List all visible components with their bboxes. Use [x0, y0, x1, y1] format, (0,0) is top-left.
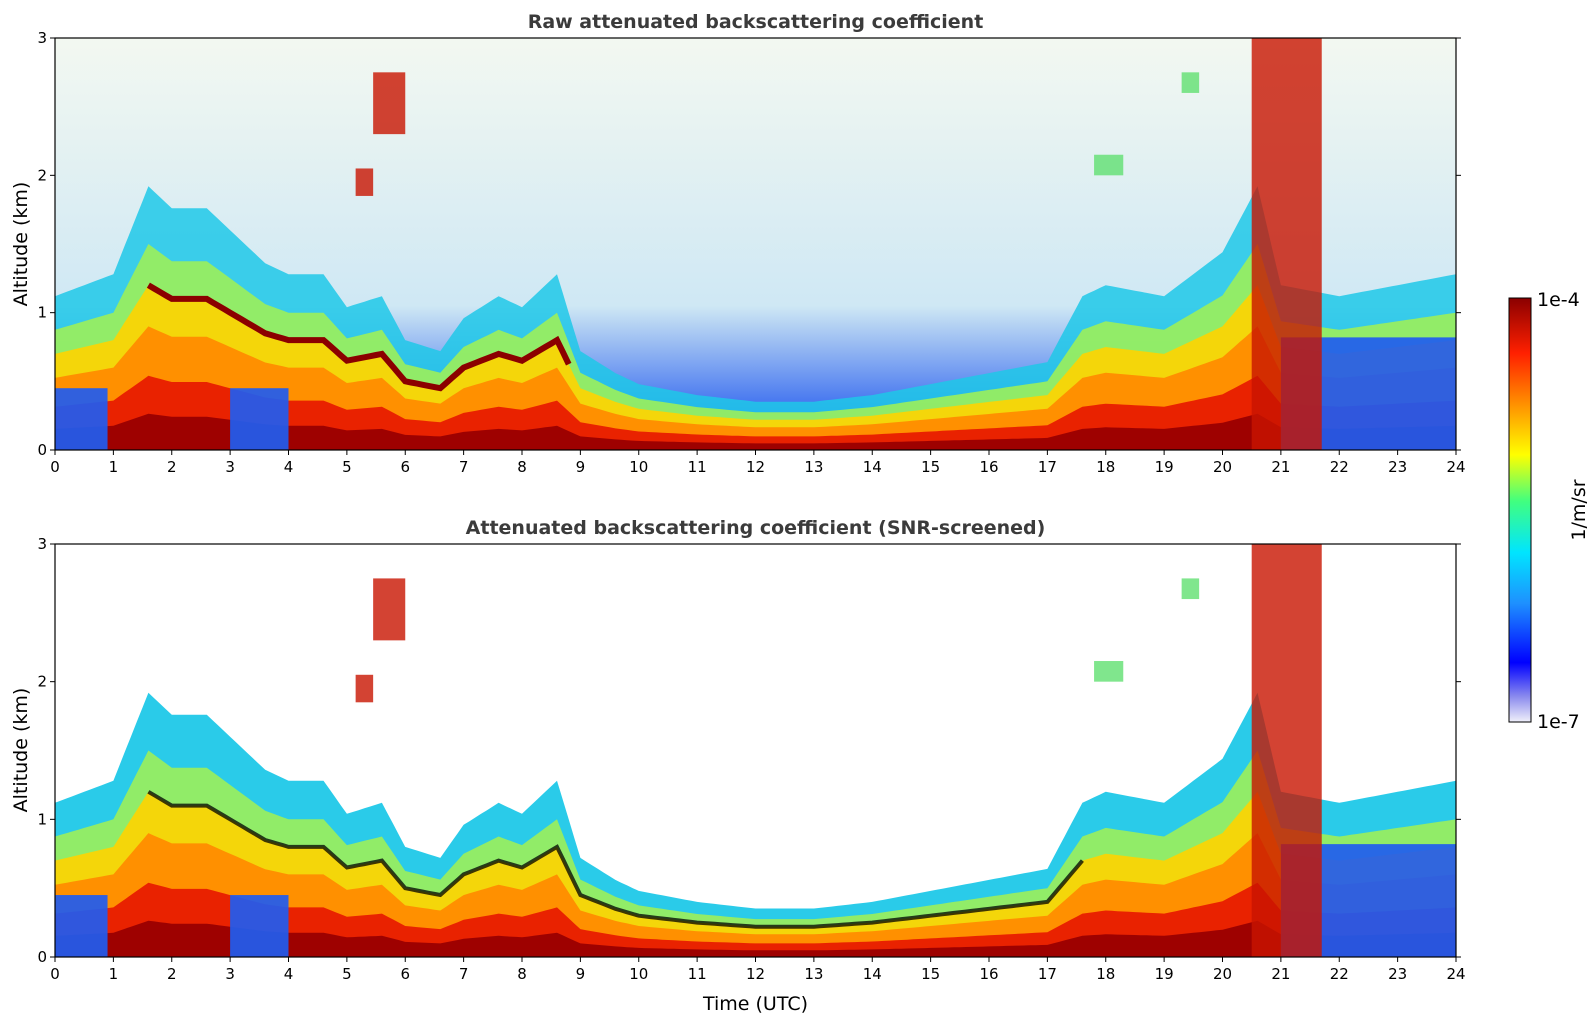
y-tick-label: 1: [37, 304, 47, 322]
y-tick-label: 1: [37, 810, 47, 828]
x-tick-label: 22: [1330, 965, 1349, 983]
saturated-layer: [147, 790, 1084, 929]
cloud-feature: [1181, 72, 1200, 93]
x-tick-label: 11: [688, 458, 707, 476]
x-tick-label: 13: [804, 965, 823, 983]
clear-air-region: [55, 388, 108, 450]
x-tick-label: 5: [342, 458, 352, 476]
x-tick-label: 16: [979, 965, 998, 983]
y-tick-label: 2: [37, 673, 47, 691]
clear-air-region: [230, 895, 289, 957]
x-axis-raw: 0 1 2 3 4 5 6 7 8 9 10 11 12 13 14 15 16 17 18 19 20 21 22 23 24: [50, 450, 1466, 476]
colorbar-unit-label: 1/m/sr: [1568, 479, 1590, 540]
x-tick-label: 4: [284, 458, 294, 476]
x-tick-label: 16: [979, 458, 998, 476]
x-tick-label: 23: [1388, 458, 1407, 476]
x-tick-label: 0: [50, 965, 60, 983]
y-axis-raw: 0 1 2 3: [37, 29, 1461, 459]
y-tick-label: 0: [37, 441, 47, 459]
y-tick-label: 3: [37, 535, 47, 553]
x-axis-label: Time (UTC): [702, 993, 808, 1015]
x-tick-label: 12: [746, 965, 765, 983]
x-tick-label: 2: [167, 965, 177, 983]
x-tick-label: 12: [746, 458, 765, 476]
x-tick-label: 18: [1096, 965, 1115, 983]
x-tick-label: 24: [1446, 458, 1465, 476]
x-tick-label: 6: [400, 965, 410, 983]
x-tick-label: 17: [1038, 965, 1057, 983]
raw-backscatter-panel: Raw attenuated backscattering coefficien…: [10, 11, 1466, 476]
colorbar-gradient: [1508, 297, 1532, 723]
panel-title-raw: Raw attenuated backscattering coefficien…: [528, 11, 984, 33]
x-tick-label: 1: [109, 965, 119, 983]
x-tick-label: 23: [1388, 965, 1407, 983]
heatmap-raw: [55, 38, 1456, 450]
cloud-feature: [355, 168, 374, 196]
x-tick-label: 2: [167, 458, 177, 476]
x-tick-label: 20: [1213, 458, 1232, 476]
x-tick-label: 19: [1155, 965, 1174, 983]
y-axis-screened: 0 1 2 3: [37, 535, 1461, 966]
cloud-feature: [1094, 661, 1124, 682]
colorbar-max-label: 1e-4: [1537, 289, 1580, 311]
x-tick-label: 19: [1155, 458, 1174, 476]
x-axis-screened: 0 1 2 3 4 5 6 7 8 9 10 11 12 13 14 15 16 17 18 19 20 21 22 23 24: [50, 957, 1466, 983]
x-tick-label: 0: [50, 458, 60, 476]
cloud-feature: [1181, 578, 1200, 600]
x-tick-label: 9: [576, 458, 586, 476]
x-tick-label: 20: [1213, 965, 1232, 983]
colorbar-min-label: 1e-7: [1537, 711, 1580, 733]
x-tick-label: 14: [863, 965, 882, 983]
heatmap-screened: [55, 544, 1456, 957]
panel-title-screened: Attenuated backscattering coefficient (S…: [466, 517, 1046, 539]
x-tick-label: 15: [921, 458, 940, 476]
x-tick-label: 5: [342, 965, 352, 983]
y-axis-label-screened: Altitude (km): [10, 688, 32, 813]
y-tick-label: 0: [37, 948, 47, 966]
x-tick-label: 9: [576, 965, 586, 983]
y-tick-label: 3: [37, 29, 47, 47]
y-tick-label: 2: [37, 166, 47, 184]
clear-air-region: [55, 895, 108, 957]
cloud-feature: [355, 674, 374, 703]
x-tick-label: 6: [400, 458, 410, 476]
x-tick-label: 13: [804, 458, 823, 476]
x-tick-label: 7: [459, 965, 469, 983]
x-tick-label: 8: [517, 458, 527, 476]
x-tick-label: 21: [1271, 965, 1290, 983]
colorbar: 1e-4 1e-7 1/m/sr: [1508, 289, 1590, 733]
x-tick-label: 15: [921, 965, 940, 983]
x-tick-label: 10: [629, 965, 648, 983]
aerosol-layer-top: [146, 282, 572, 392]
x-tick-label: 1: [109, 458, 119, 476]
x-tick-label: 17: [1038, 458, 1057, 476]
screened-backscatter-panel: Attenuated backscattering coefficient (S…: [10, 517, 1466, 1015]
cloud-feature: [373, 72, 406, 135]
cloud-feature: [373, 578, 406, 641]
backscatter-band: [55, 413, 1456, 450]
cloud-feature: [1094, 154, 1124, 176]
backscatter-band: [55, 920, 1456, 957]
x-tick-label: 10: [629, 458, 648, 476]
x-tick-label: 3: [225, 458, 235, 476]
x-tick-label: 7: [459, 458, 469, 476]
x-tick-label: 4: [284, 965, 294, 983]
x-tick-label: 3: [225, 965, 235, 983]
x-tick-label: 18: [1096, 458, 1115, 476]
cloud-feature: [1251, 544, 1322, 957]
x-tick-label: 21: [1271, 458, 1290, 476]
x-tick-label: 8: [517, 965, 527, 983]
clear-air-region: [230, 388, 289, 450]
cloud-feature: [1251, 38, 1322, 450]
x-tick-label: 24: [1446, 965, 1465, 983]
x-tick-label: 22: [1330, 458, 1349, 476]
x-tick-label: 11: [688, 965, 707, 983]
x-tick-label: 14: [863, 458, 882, 476]
y-axis-label-raw: Altitude (km): [10, 182, 32, 307]
